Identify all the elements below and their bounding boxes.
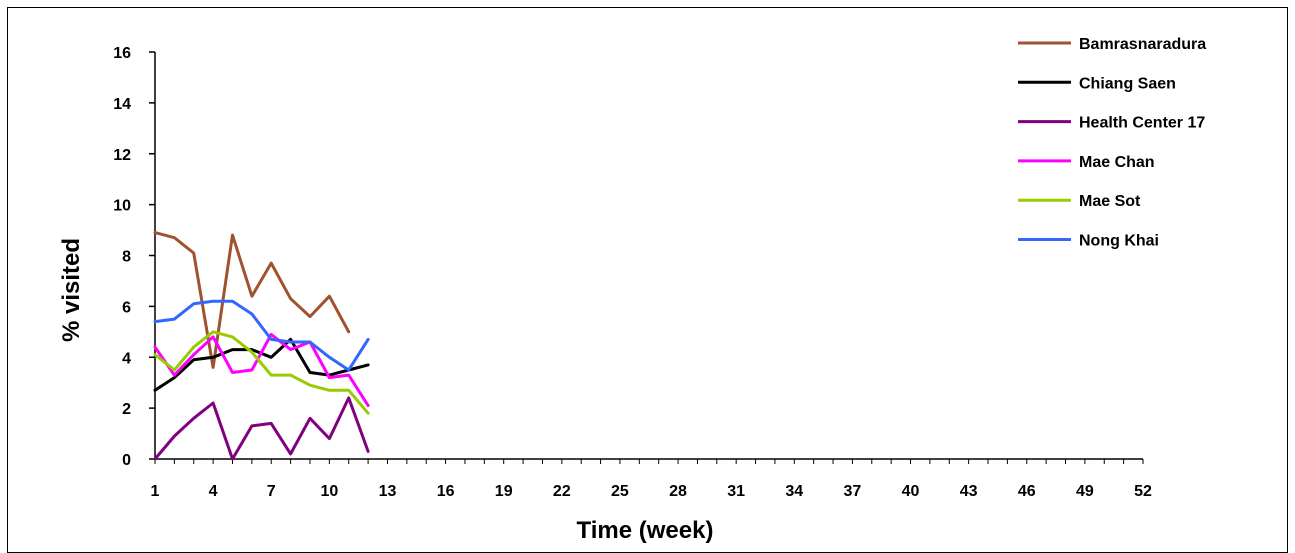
series-line-mae-sot (153, 330, 370, 415)
legend-label: Chiang Saen (1079, 75, 1176, 92)
series-line-health-center-17 (153, 396, 370, 461)
y-tick-label: 10 (113, 198, 131, 215)
x-axis: 1 4 7 10 13 16 19 22 25 28 31 34 37 40 43 46 49 52 (151, 458, 1152, 500)
y-tick-label: 16 (113, 45, 131, 62)
x-tick-label: 16 (437, 483, 455, 500)
x-tick-label: 46 (1018, 483, 1036, 500)
y-tick-label: 14 (113, 96, 131, 113)
x-tick-label: 28 (669, 483, 687, 500)
y-tick-label: 8 (122, 249, 131, 266)
y-tick-label: 4 (122, 350, 131, 367)
legend: Bamrasnaradura Chiang Saen Health Center 1… (1018, 36, 1206, 250)
legend-label: Nong Khai (1079, 233, 1159, 250)
x-tick-label: 19 (495, 483, 513, 500)
x-tick-label: 10 (320, 483, 338, 500)
x-tick-label: 13 (379, 483, 397, 500)
x-tick-label: 40 (902, 483, 920, 500)
x-tick-label: 52 (1134, 483, 1152, 500)
y-tick-label: 6 (122, 299, 131, 316)
series-lines (153, 231, 370, 461)
x-tick-label: 34 (785, 483, 803, 500)
x-tick-label: 37 (844, 483, 862, 500)
y-axis: 0 2 4 6 8 10 12 14 16 (113, 45, 156, 469)
series-line-nong-khai (153, 299, 370, 372)
series-line-mae-chan (153, 332, 370, 408)
x-tick-label: 43 (960, 483, 978, 500)
x-axis-title: Time (week) (577, 517, 714, 544)
chart-frame (7, 7, 1288, 553)
legend-label: Mae Chan (1079, 154, 1155, 171)
legend-label: Mae Sot (1079, 193, 1141, 210)
x-tick-label: 25 (611, 483, 629, 500)
x-tick-label: 31 (727, 483, 745, 500)
y-tick-label: 12 (113, 147, 131, 164)
y-tick-label: 0 (122, 452, 131, 469)
series-line-bamrasnaradura (153, 231, 351, 369)
y-axis-title: % visited (58, 238, 85, 342)
x-tick-label: 22 (553, 483, 571, 500)
x-tick-label: 7 (267, 483, 276, 500)
legend-label: Health Center 17 (1079, 115, 1205, 132)
x-tick-label: 49 (1076, 483, 1094, 500)
x-tick-label: 4 (209, 483, 218, 500)
x-tick-label: 1 (151, 483, 160, 500)
y-tick-label: 2 (122, 401, 131, 418)
legend-label: Bamrasnaradura (1079, 36, 1206, 53)
